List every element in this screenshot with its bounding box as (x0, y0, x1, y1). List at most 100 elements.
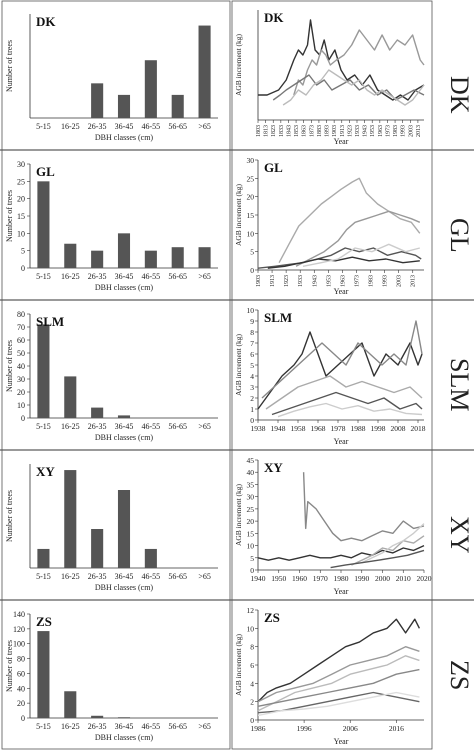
y-tick-label: 25 (17, 177, 25, 186)
x-tick-label: 56-65 (168, 572, 187, 581)
y-tick-label: 3 (250, 383, 254, 392)
x-tick-label: 2003 (408, 125, 414, 137)
x-tick-label: 2016 (389, 724, 404, 733)
series-line (282, 69, 425, 106)
bar (117, 233, 131, 268)
x-tick-label: 1963 (340, 275, 346, 287)
y-tick-label: 12 (247, 606, 255, 615)
site-side-label-zs: ZS (445, 659, 474, 691)
x-tick-label: 5-15 (36, 122, 51, 131)
bar (37, 548, 50, 568)
y-tick-label: 30 (247, 156, 255, 165)
x-tick-label: >65 (198, 122, 211, 131)
bar (64, 691, 77, 718)
x-tick-label: 46-55 (142, 722, 161, 731)
panel-title: DK (264, 10, 284, 25)
panel-title: GL (264, 160, 283, 175)
y-tick-label: 10 (247, 624, 255, 633)
y-axis-label: AGB increment (kg) (234, 33, 243, 96)
y-tick-label: 8 (250, 328, 254, 337)
bar (171, 247, 184, 268)
y-axis-label: AGB increment (kg) (234, 333, 243, 396)
x-tick-label: 1958 (291, 424, 306, 433)
series-line (257, 247, 422, 269)
y-tick-label: 5 (250, 554, 254, 563)
x-tick-label: 1963 (378, 125, 384, 137)
x-tick-label: 1913 (340, 125, 346, 137)
x-tick-label: 1933 (298, 275, 304, 287)
y-tick-label: 2 (250, 394, 254, 403)
series-line (271, 391, 423, 416)
series-line (257, 691, 420, 717)
left-column-frame (1, 0, 231, 750)
y-axis-label: Number of trees (5, 640, 14, 692)
x-tick-label: 1853 (294, 125, 300, 137)
y-axis-label: Number of trees (5, 340, 14, 392)
y-axis-label: AGB increment (kg) (234, 483, 243, 546)
x-tick-label: 46-55 (142, 122, 161, 131)
x-tick-label: 36-45 (115, 422, 134, 431)
bar (171, 94, 184, 118)
series-line (257, 331, 423, 410)
y-tick-label: 4 (250, 372, 254, 381)
x-tick-label: 1943 (363, 125, 369, 137)
x-tick-label: 46-55 (142, 272, 161, 281)
line-chart-slm: 0 1 2 3 4 5 6 7 8 9 10 1938 1948 1958 1968 1978 1988 1998… (234, 306, 426, 446)
bar (117, 94, 131, 118)
x-tick-label: 26-35 (88, 722, 107, 731)
site-side-label-gl: GL (445, 217, 474, 253)
x-tick-label: 1813 (264, 125, 270, 137)
x-tick-label: 2013 (416, 125, 422, 137)
x-tick-label: 16-25 (61, 572, 80, 581)
line-chart-dk: 1803 1813 1823 1833 1843 1853 1863 1873 1883 1893… (234, 10, 425, 146)
y-tick-label: 60 (17, 336, 25, 345)
x-tick-label: 26-35 (88, 422, 107, 431)
x-tick-label: 1943 (312, 275, 318, 287)
line-chart-xy: 0 5 10 15 20 25 30 35 40 45 1940 1950 1960 1970 1980 19… (234, 456, 432, 596)
series-line (257, 646, 420, 703)
bar (91, 407, 104, 418)
bar-chart-dk: 5-15 16-25 26-35 36-45 46-55 56-65 >65 DBH clas… (5, 14, 218, 142)
x-tick-label: 46-55 (142, 422, 161, 431)
x-tick-label: 36-45 (115, 272, 134, 281)
x-tick-label: 1948 (271, 424, 286, 433)
y-tick-label: 10 (247, 229, 255, 238)
x-tick-label: 5-15 (36, 422, 51, 431)
y-tick-label: 20 (17, 195, 25, 204)
x-tick-label: 2020 (417, 574, 432, 583)
x-tick-label: 26-35 (88, 272, 107, 281)
y-tick-label: 120 (13, 625, 25, 634)
x-axis-label: Year (334, 137, 349, 146)
y-tick-label: 20 (17, 388, 25, 397)
y-tick-label: 1 (250, 405, 254, 414)
x-tick-label: 56-65 (168, 722, 187, 731)
series-line (293, 29, 425, 96)
bar (117, 490, 131, 568)
bar (64, 243, 77, 268)
series-line (277, 402, 423, 418)
y-tick-label: 0 (250, 266, 254, 275)
series-line (258, 19, 425, 101)
bar (91, 715, 104, 718)
panel-title: XY (264, 460, 283, 475)
series-line (261, 320, 423, 399)
series-line (267, 256, 420, 269)
bar (91, 83, 104, 118)
x-tick-label: 16-25 (61, 122, 80, 131)
bar (117, 717, 131, 718)
y-tick-label: 5 (250, 361, 254, 370)
x-tick-label: 1960 (292, 574, 307, 583)
x-tick-label: 26-35 (88, 122, 107, 131)
x-axis-label: DBH classes (cm) (95, 583, 154, 592)
y-tick-label: 140 (13, 610, 25, 619)
y-tick-label: 15 (17, 212, 25, 221)
x-tick-label: >65 (198, 722, 211, 731)
y-tick-label: 40 (17, 684, 25, 693)
x-tick-label: 1988 (351, 424, 366, 433)
site-side-label-slm: SLM (445, 358, 474, 412)
y-tick-label: 20 (17, 699, 25, 708)
y-tick-label: 20 (247, 193, 255, 202)
y-tick-label: 0 (250, 566, 254, 575)
y-tick-label: 30 (247, 493, 255, 502)
